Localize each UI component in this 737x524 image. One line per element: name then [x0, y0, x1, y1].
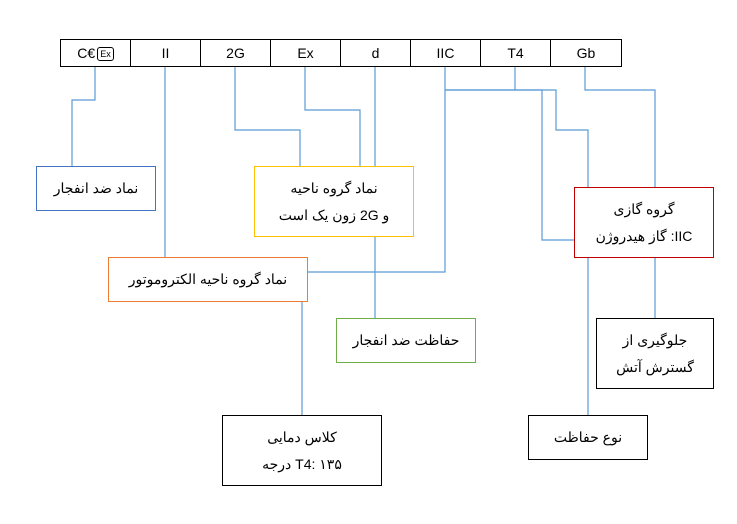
box-line: کلاس دمایی — [233, 424, 371, 451]
marking-header-row: C€ExII2GExdIICT4Gb — [60, 39, 622, 67]
connector-line — [72, 66, 95, 166]
box-line: گروه گازی — [585, 196, 703, 223]
header-cell-2g: 2G — [201, 40, 271, 66]
header-cell-d: d — [341, 40, 411, 66]
header-cell-ii: II — [131, 40, 201, 66]
box-electromotor-zone-symbol: نماد گروه ناحیه الکتروموتور — [108, 257, 308, 302]
connector-line — [445, 90, 574, 240]
box-line: نماد گروه ناحیه الکتروموتور — [119, 266, 297, 293]
connector-line — [305, 66, 360, 166]
box-explosion-protection: حفاظت ضد انفجار — [336, 318, 476, 363]
header-cell-gb: Gb — [551, 40, 621, 66]
box-zone-group-symbol: نماد گروه ناحیه و 2G زون یک است — [254, 166, 414, 237]
connector-line — [235, 66, 300, 166]
box-gas-group: گروه گازی IIC: گاز هیدروژن — [574, 187, 714, 258]
ex-hexagon-icon: Ex — [97, 47, 114, 61]
box-line: گسترش آتش — [607, 354, 703, 381]
connector-line — [302, 90, 445, 415]
box-temperature-class: کلاس دمایی T4: ۱۳۵ درجه — [222, 415, 382, 486]
box-line: و 2G زون یک است — [265, 202, 403, 229]
diagram-stage: C€ExII2GExdIICT4Gb نماد ضد انفجار نماد گ… — [0, 0, 737, 524]
box-line: نماد ضد انفجار — [47, 175, 145, 202]
box-line: نماد گروه ناحیه — [265, 175, 403, 202]
ce-mark: C€ — [77, 45, 95, 61]
box-antiexplosion-symbol: نماد ضد انفجار — [36, 166, 156, 211]
box-line: حفاظت ضد انفجار — [347, 327, 465, 354]
box-protection-type: نوع حفاظت — [528, 415, 648, 460]
header-cell-t4: T4 — [481, 40, 551, 66]
header-cell-ce: C€Ex — [61, 40, 131, 66]
header-cell-ex: Ex — [271, 40, 341, 66]
box-line: جلوگیری از — [607, 327, 703, 354]
box-line: T4: ۱۳۵ درجه — [233, 451, 371, 478]
box-line: IIC: گاز هیدروژن — [585, 223, 703, 250]
box-fire-prevention: جلوگیری از گسترش آتش — [596, 318, 714, 389]
header-cell-iic: IIC — [411, 40, 481, 66]
box-line: نوع حفاظت — [539, 424, 637, 451]
connector-line — [445, 90, 588, 415]
